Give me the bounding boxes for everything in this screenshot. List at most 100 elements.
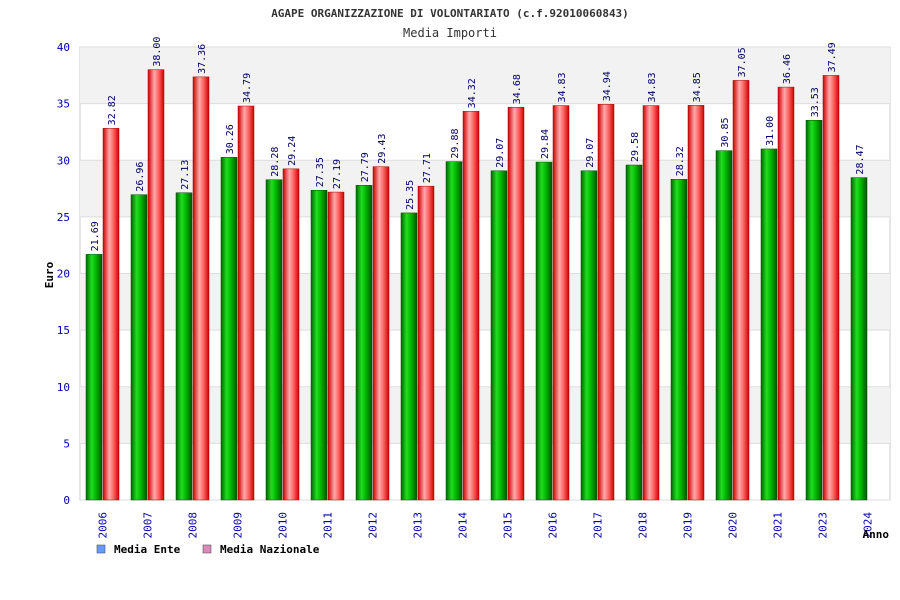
data-label: 27.13	[180, 160, 191, 190]
bar-media-nazionale-2018	[642, 105, 660, 501]
y-tick-label: 0	[63, 494, 70, 507]
bar-media-ente-2010	[265, 179, 283, 501]
x-tick-label: 2018	[637, 512, 650, 539]
bar-media-nazionale-2017	[597, 104, 615, 501]
x-tick-label: 2015	[502, 512, 515, 539]
x-tick-label: 2023	[817, 512, 830, 539]
plot-band	[80, 273, 890, 331]
legend-swatch-media-ente	[96, 544, 106, 554]
bar-media-nazionale-2010	[282, 168, 300, 501]
legend-label-media-ente: Media Ente	[114, 543, 181, 556]
data-label: 30.85	[720, 118, 731, 148]
x-tick-label: 2011	[322, 512, 335, 539]
gridlines	[80, 46, 890, 501]
x-tick-label: 2017	[592, 512, 605, 539]
plot-band	[80, 386, 890, 444]
bar-media-nazionale-2019	[687, 105, 705, 501]
data-label: 34.83	[647, 72, 658, 102]
bar-media-ente-2012	[355, 185, 373, 501]
data-label: 27.19	[332, 159, 343, 189]
data-label: 31.00	[765, 116, 776, 146]
x-tick-label: 2009	[232, 512, 245, 539]
x-tick-label: 2024	[862, 512, 875, 539]
data-label: 29.43	[377, 134, 388, 164]
bar-media-nazionale-2023	[822, 75, 840, 501]
y-tick-label: 15	[57, 324, 70, 337]
y-tick-label: 25	[57, 211, 70, 224]
y-axis-label: Euro	[43, 261, 56, 288]
data-label: 33.53	[810, 87, 821, 117]
bar-media-ente-2024	[850, 177, 868, 501]
bar-media-ente-2008	[175, 192, 193, 501]
data-label: 27.71	[422, 153, 433, 183]
bar-media-ente-2014	[445, 161, 463, 501]
x-tick-label: 2019	[682, 512, 695, 539]
x-tick-label: 2012	[367, 512, 380, 539]
y-tick-label: 40	[57, 41, 70, 54]
y-tick-label: 20	[57, 268, 70, 281]
bar-media-ente-2021	[760, 148, 778, 501]
x-tick-label: 2008	[187, 512, 200, 539]
data-label: 37.36	[197, 44, 208, 74]
bar-media-ente-2018	[625, 164, 643, 501]
x-axis-ticks: 2006 2007 2008 2009 2010 2011 2012 2013 2014 2015…	[97, 512, 875, 539]
bar-media-ente-2006	[85, 254, 103, 501]
data-labels: 21.69 32.82 26.96 38.00 27.13 37.36 30.26 34.79…	[90, 37, 866, 252]
y-tick-label: 10	[57, 381, 70, 394]
x-tick-label: 2010	[277, 512, 290, 539]
x-tick-label: 2016	[547, 512, 560, 539]
data-label: 37.49	[827, 42, 838, 72]
data-label: 29.07	[495, 138, 506, 168]
bar-media-ente-2015	[490, 170, 508, 501]
data-label: 27.35	[315, 157, 326, 187]
bar-media-nazionale-2009	[237, 105, 255, 501]
data-label: 34.79	[242, 73, 253, 103]
bar-media-ente-2007	[130, 194, 148, 501]
data-label: 34.94	[602, 71, 613, 101]
bar-media-ente-2013	[400, 212, 418, 501]
data-label: 27.79	[360, 152, 371, 182]
bar-media-nazionale-2015	[507, 106, 525, 501]
legend-label-media-nazionale: Media Nazionale	[220, 543, 320, 556]
bar-media-nazionale-2014	[462, 111, 480, 501]
data-label: 21.69	[90, 221, 101, 251]
y-tick-label: 5	[63, 437, 70, 450]
bar-media-nazionale-2021	[777, 86, 795, 501]
bar-media-nazionale-2016	[552, 105, 570, 501]
x-tick-label: 2021	[772, 512, 785, 539]
x-tick-label: 2014	[457, 512, 470, 539]
data-label: 34.68	[512, 74, 523, 104]
bars	[85, 69, 868, 501]
data-label: 34.32	[467, 78, 478, 108]
bar-media-ente-2020	[715, 150, 733, 501]
data-label: 38.00	[152, 37, 163, 67]
data-label: 29.88	[450, 128, 461, 158]
bar-media-nazionale-2006	[102, 128, 120, 501]
bar-media-ente-2019	[670, 179, 688, 501]
data-label: 32.82	[107, 95, 118, 125]
data-label: 28.28	[270, 147, 281, 177]
bar-media-nazionale-2011	[327, 191, 345, 501]
bar-media-nazionale-2007	[147, 69, 165, 501]
data-label: 29.24	[287, 136, 298, 166]
y-axis-ticks: 0 5 10 15 20 25 30 35 40	[57, 41, 70, 507]
data-label: 28.47	[855, 144, 866, 174]
bar-media-ente-2016	[535, 161, 553, 501]
legend-swatch-media-nazionale	[202, 544, 212, 554]
bar-media-ente-2009	[220, 157, 238, 501]
data-label: 34.85	[692, 72, 703, 102]
data-label: 30.26	[225, 124, 236, 154]
bar-media-nazionale-2020	[732, 80, 750, 501]
x-tick-label: 2007	[142, 512, 155, 539]
data-label: 37.05	[737, 47, 748, 77]
y-tick-label: 35	[57, 98, 70, 111]
bar-media-ente-2011	[310, 190, 328, 501]
data-label: 29.84	[540, 129, 551, 159]
chart-title: AGAPE ORGANIZZAZIONE DI VOLONTARIATO (c.…	[271, 7, 629, 20]
legend: Media Ente Media Nazionale	[96, 543, 320, 556]
data-label: 34.83	[557, 72, 568, 102]
chart-subtitle: Media Importi	[403, 26, 497, 40]
x-tick-label: 2013	[412, 512, 425, 539]
data-label: 29.07	[585, 138, 596, 168]
x-tick-label: 2020	[727, 512, 740, 539]
